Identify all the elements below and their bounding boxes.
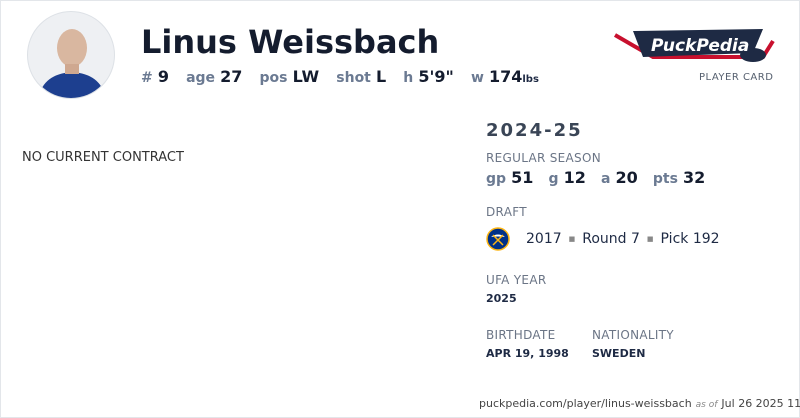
separator-icon: ■ bbox=[568, 235, 576, 243]
pts-value: 32 bbox=[683, 168, 706, 187]
pts-label: pts bbox=[652, 171, 678, 187]
nationality-value: SWEDEN bbox=[592, 347, 646, 360]
as-of-label: as of bbox=[695, 400, 718, 410]
nationality-label: NATIONALITY bbox=[592, 328, 674, 342]
ufa-year-label: UFA YEAR bbox=[486, 273, 547, 287]
svg-text:PuckPedia: PuckPedia bbox=[651, 36, 749, 56]
shot-label: shot bbox=[336, 70, 371, 86]
timestamp: Jul 26 2025 11:49ET bbox=[721, 397, 800, 410]
age-value: 27 bbox=[220, 67, 243, 86]
birthdate-label: BIRTHDATE bbox=[486, 328, 556, 342]
player-url-link[interactable]: puckpedia.com/player/linus-weissbach bbox=[479, 397, 692, 410]
puckpedia-logo[interactable]: PuckPedia bbox=[613, 27, 775, 71]
pos-value: LW bbox=[292, 67, 320, 86]
pos-label: pos bbox=[259, 70, 288, 86]
player-bio: # 9 age 27 pos LW shot L h 5'9" w 174lbs bbox=[141, 67, 539, 86]
season-year: 2024-25 bbox=[486, 120, 583, 141]
height-value: 5'9" bbox=[418, 67, 454, 86]
draft-round: Round 7 bbox=[582, 231, 640, 247]
ufa-year-value: 2025 bbox=[486, 292, 517, 305]
weight-label: w bbox=[470, 70, 484, 86]
footer: puckpedia.com/player/linus-weissbach as o… bbox=[479, 397, 800, 410]
weight-value: 174 bbox=[488, 67, 523, 86]
draft-pick: Pick 192 bbox=[660, 231, 720, 247]
player-photo bbox=[27, 11, 115, 99]
player-card-label: PLAYER CARD bbox=[699, 72, 774, 83]
number-value: 9 bbox=[157, 67, 169, 86]
season-stats: gp 51 g 12 a 20 pts 32 bbox=[486, 168, 715, 187]
height-label: h bbox=[403, 70, 414, 86]
player-name: Linus Weissbach bbox=[141, 23, 440, 61]
weight-unit: lbs bbox=[522, 74, 539, 85]
gp-label: gp bbox=[486, 171, 507, 187]
draft-year: 2017 bbox=[526, 231, 562, 247]
birthdate-value: APR 19, 1998 bbox=[486, 347, 569, 360]
draft-label: DRAFT bbox=[486, 205, 527, 219]
separator-icon: ■ bbox=[646, 235, 654, 243]
gp-value: 51 bbox=[511, 168, 534, 187]
buffalo-sabres-icon bbox=[486, 227, 510, 251]
contract-status: NO CURRENT CONTRACT bbox=[22, 150, 184, 165]
regular-season-label: REGULAR SEASON bbox=[486, 151, 601, 165]
g-label: g bbox=[548, 171, 559, 187]
a-label: a bbox=[600, 171, 611, 187]
number-label: # bbox=[141, 70, 153, 86]
age-label: age bbox=[186, 70, 216, 86]
a-value: 20 bbox=[615, 168, 638, 187]
draft-info: 2017 ■ Round 7 ■ Pick 192 bbox=[486, 227, 720, 251]
g-value: 12 bbox=[563, 168, 586, 187]
shot-value: L bbox=[375, 67, 387, 86]
